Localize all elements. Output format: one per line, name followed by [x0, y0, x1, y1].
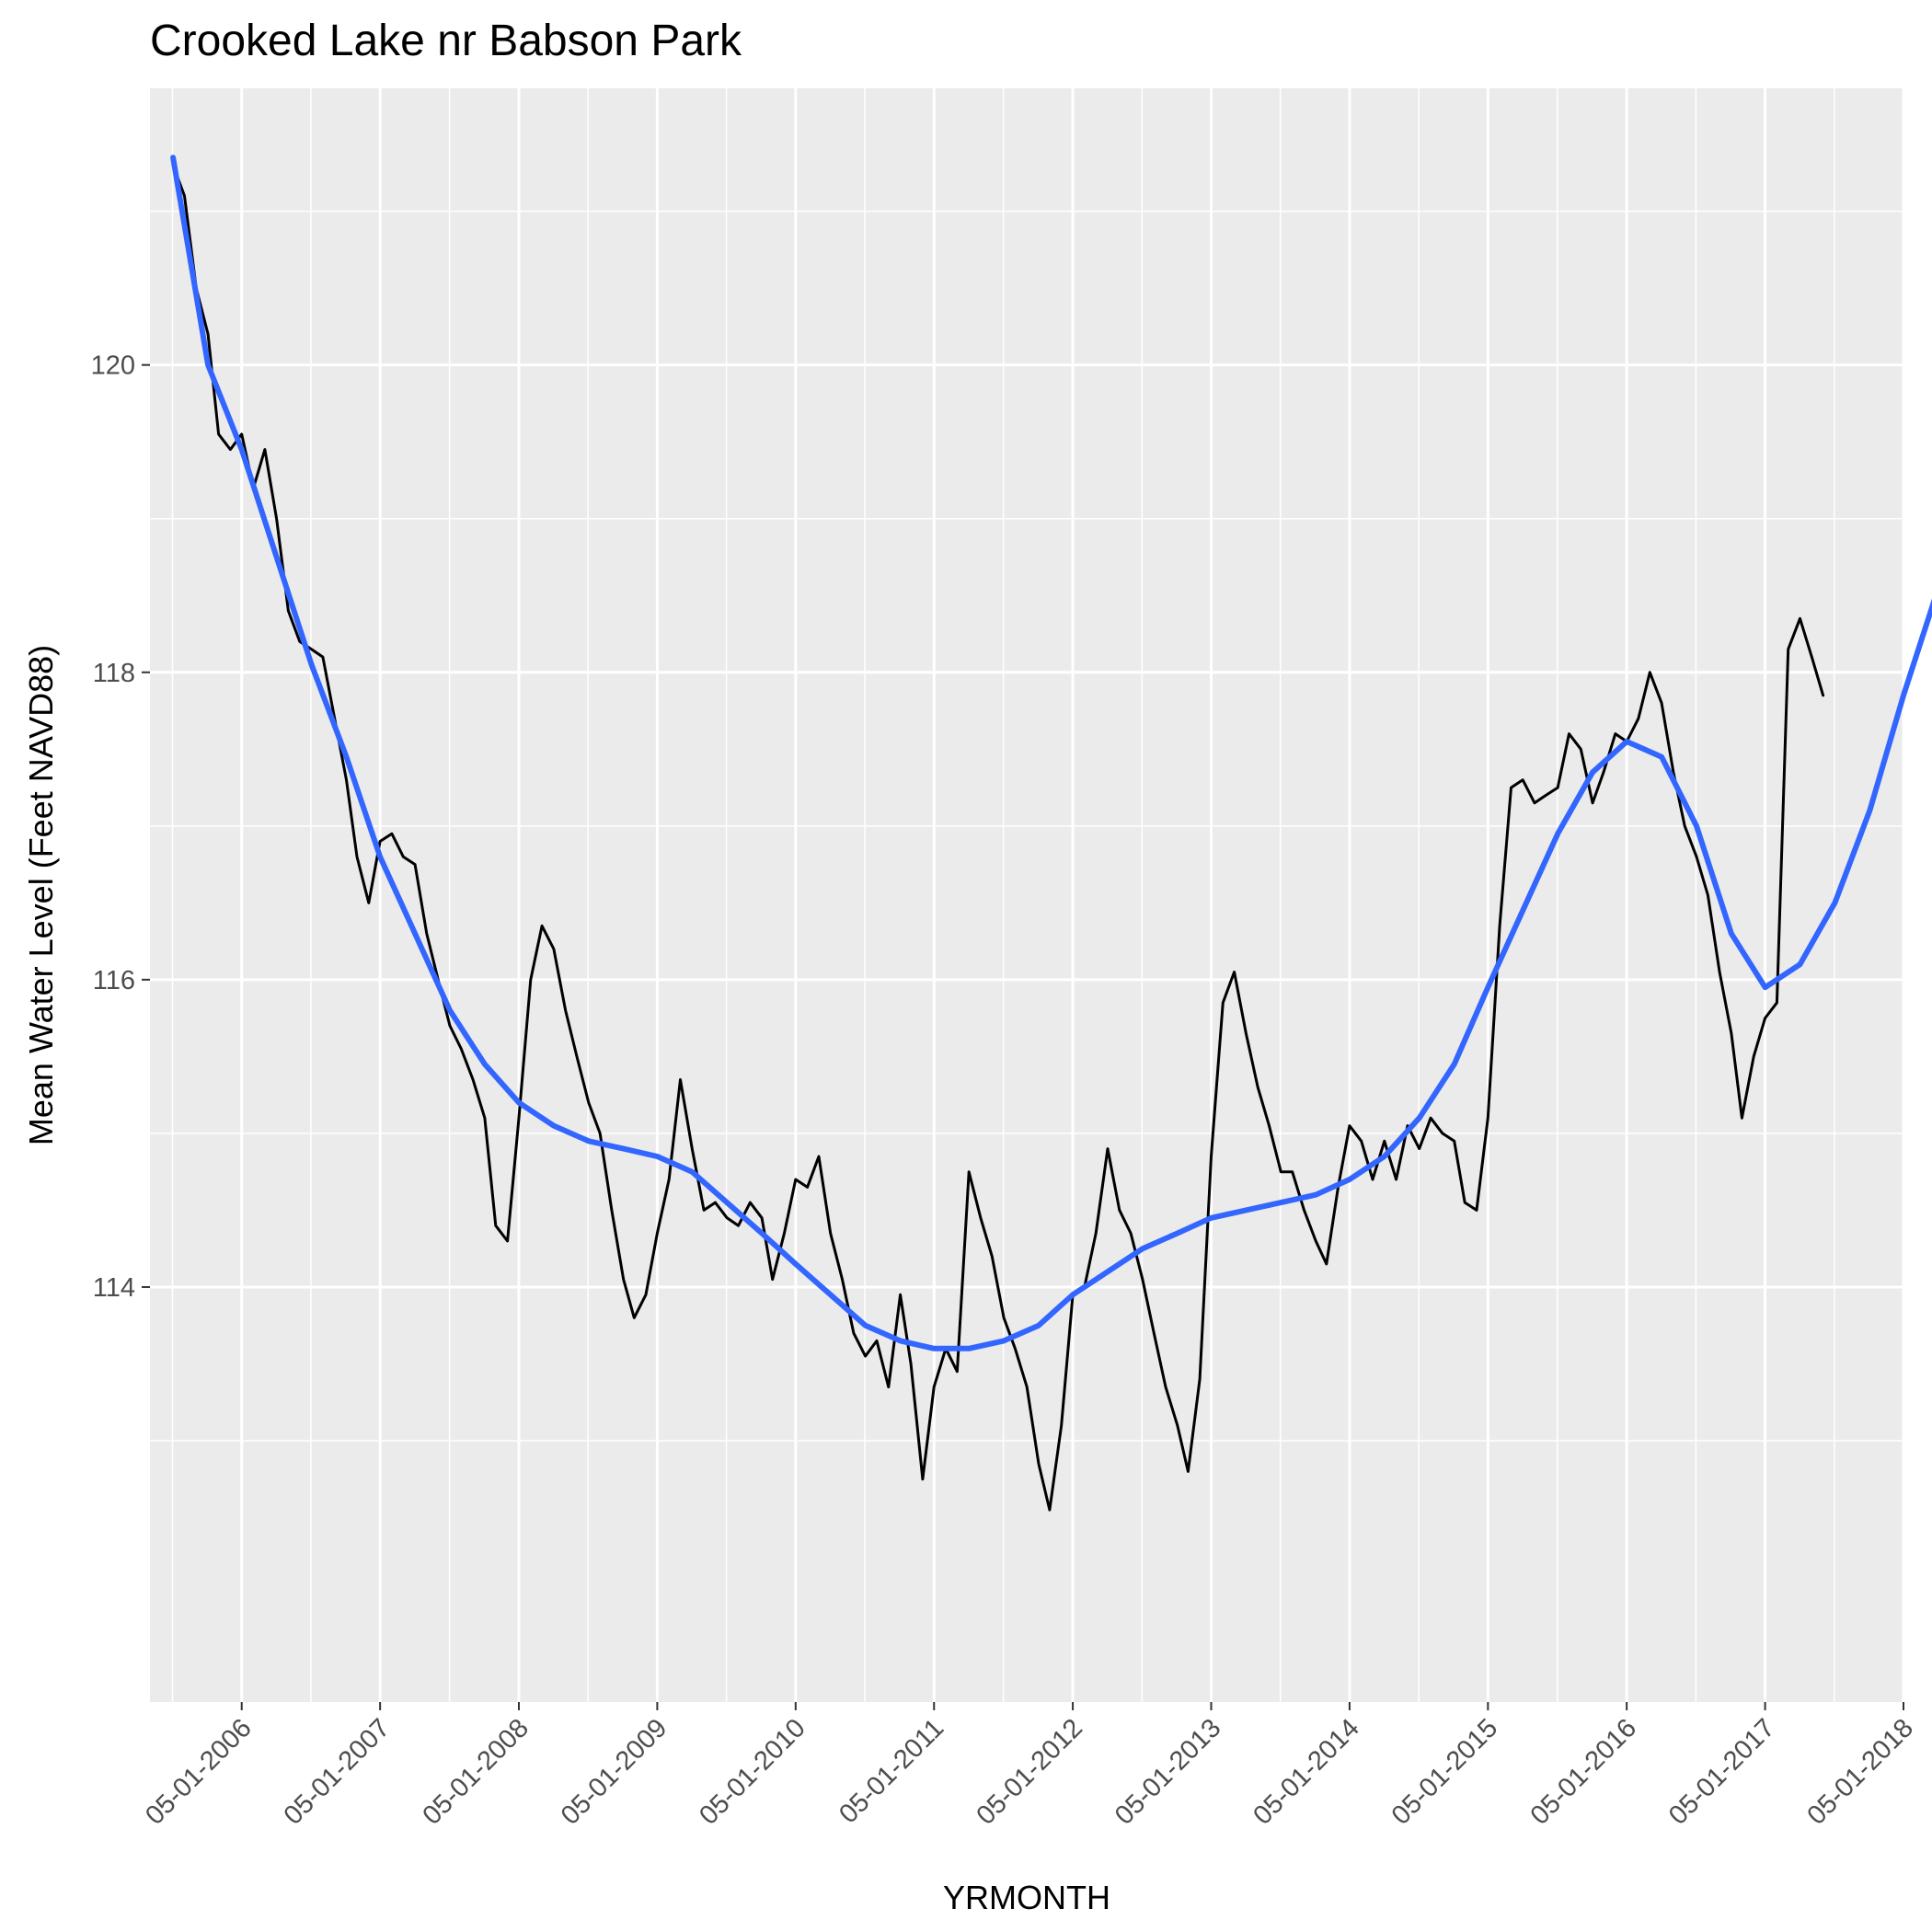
series-layer	[170, 155, 1932, 1512]
x-tick-label: 05-01-2011	[834, 1713, 949, 1829]
plot-panel	[150, 88, 1903, 1702]
x-axis: 05-01-2006 05-01-2007 05-01-2008 05-01-2009…	[140, 1702, 1919, 1831]
x-tick-label: 05-01-2008	[417, 1713, 535, 1831]
x-tick-label: 05-01-2015	[1386, 1713, 1504, 1831]
y-axis: 114 116 118 120	[91, 351, 150, 1303]
smooth-trend-line	[170, 155, 1932, 1351]
y-axis-title: Mean Water Level (Feet NAVD88)	[22, 645, 60, 1145]
y-tick-label: 120	[91, 351, 135, 381]
x-tick-label: 05-01-2006	[140, 1713, 258, 1831]
x-tick-label: 05-01-2010	[694, 1713, 811, 1831]
x-tick-label: 05-01-2017	[1663, 1713, 1781, 1831]
chart-title: Crooked Lake nr Babson Park	[150, 17, 742, 65]
x-tick-label: 05-01-2013	[1110, 1713, 1227, 1831]
y-tick-label: 116	[93, 966, 135, 995]
x-tick-label: 05-01-2016	[1525, 1713, 1643, 1831]
x-axis-title: YRMONTH	[943, 1879, 1110, 1916]
y-tick-label: 114	[93, 1273, 135, 1303]
x-tick-label: 05-01-2018	[1801, 1713, 1919, 1831]
water-level-line	[171, 164, 1825, 1512]
x-tick-label: 05-01-2009	[556, 1713, 673, 1831]
x-tick-label: 05-01-2007	[279, 1713, 397, 1831]
y-tick-label: 118	[93, 659, 135, 688]
grid	[150, 88, 1905, 1702]
x-tick-label: 05-01-2012	[971, 1713, 1088, 1831]
x-tick-label: 05-01-2014	[1248, 1713, 1365, 1831]
